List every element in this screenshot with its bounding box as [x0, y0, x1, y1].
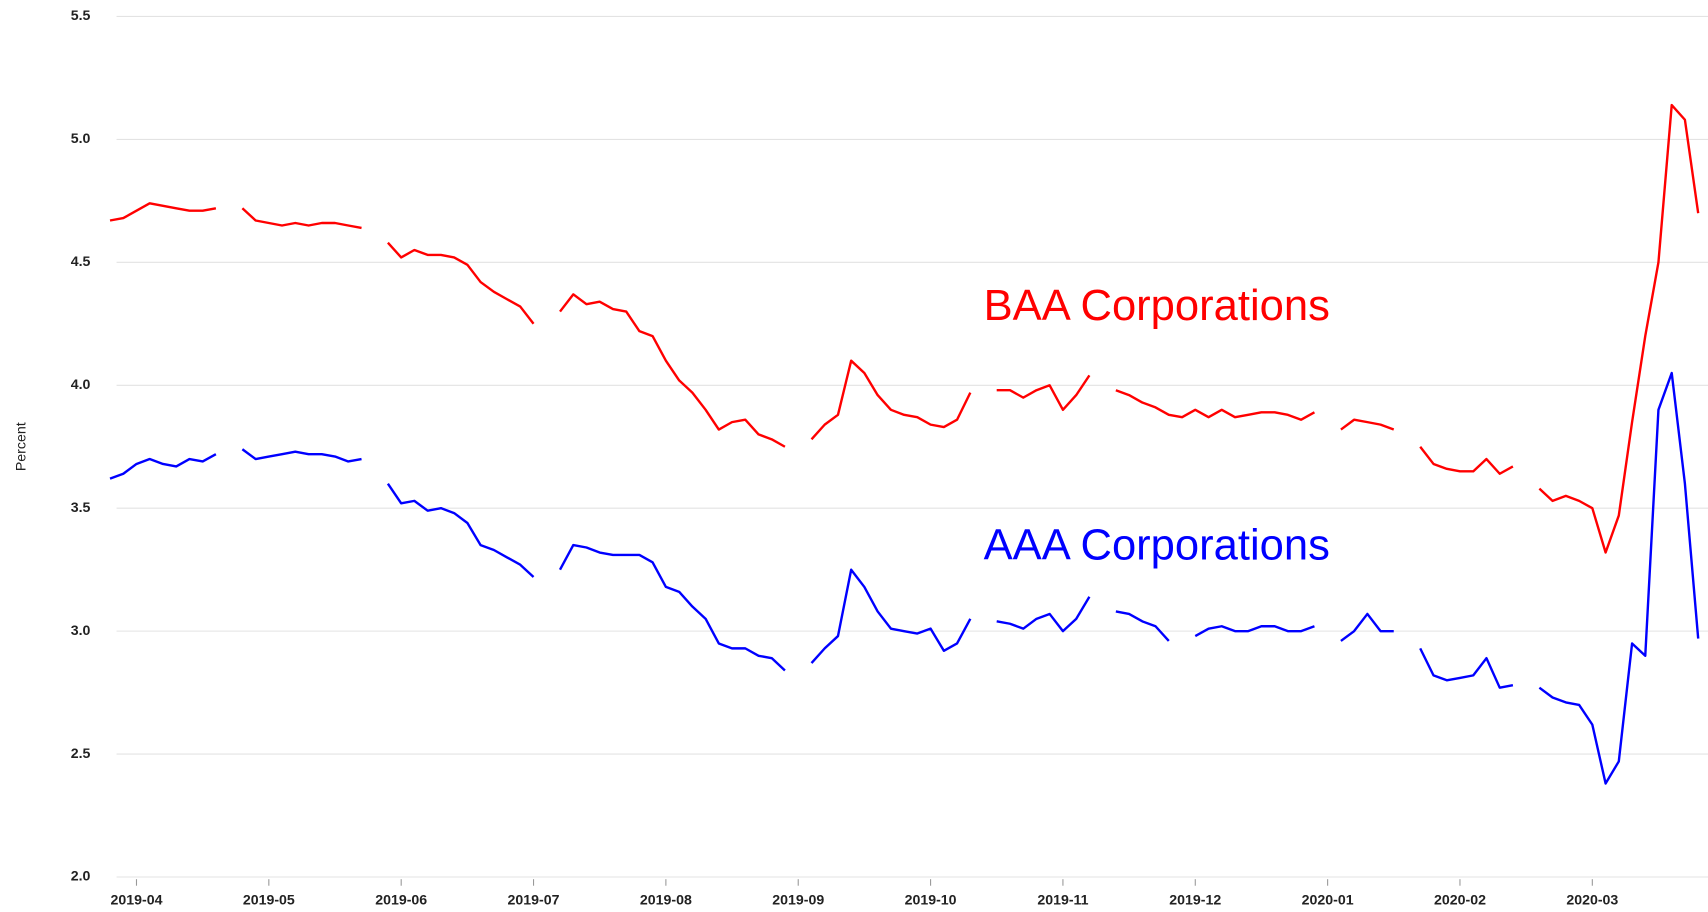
- y-tick-label: 5.0: [71, 131, 91, 147]
- y-tick-label: 3.5: [71, 500, 91, 516]
- x-tick-label: 2019-10: [905, 893, 957, 909]
- x-tick-label: 2019-05: [243, 893, 295, 909]
- x-tick-label: 2019-11: [1037, 893, 1088, 909]
- x-tick-label: 2020-01: [1302, 893, 1354, 909]
- series-line: [109, 371, 1700, 785]
- y-tick-label: 3.0: [71, 623, 91, 639]
- y-tick-label: 2.5: [71, 746, 91, 762]
- y-tick-label: 2.0: [71, 869, 91, 885]
- y-tick-label: 4.5: [71, 254, 91, 270]
- x-tick-label: 2020-02: [1434, 893, 1486, 909]
- series-line: [109, 103, 1700, 554]
- y-tick-label: 4.0: [71, 377, 91, 393]
- series-label: BAA Corporations: [984, 282, 1330, 330]
- x-tick-label: 2019-09: [772, 893, 824, 909]
- x-tick-label: 2019-12: [1169, 893, 1221, 909]
- x-tick-label: 2019-06: [375, 893, 427, 909]
- y-tick-label: 5.5: [71, 8, 91, 24]
- x-tick-label: 2019-04: [111, 893, 163, 909]
- series-label: AAA Corporations: [984, 522, 1330, 570]
- x-tick-label: 2020-03: [1566, 893, 1618, 909]
- y-axis-label: Percent: [14, 422, 30, 471]
- x-tick-label: 2019-08: [640, 893, 692, 909]
- x-tick-label: 2019-07: [508, 893, 560, 909]
